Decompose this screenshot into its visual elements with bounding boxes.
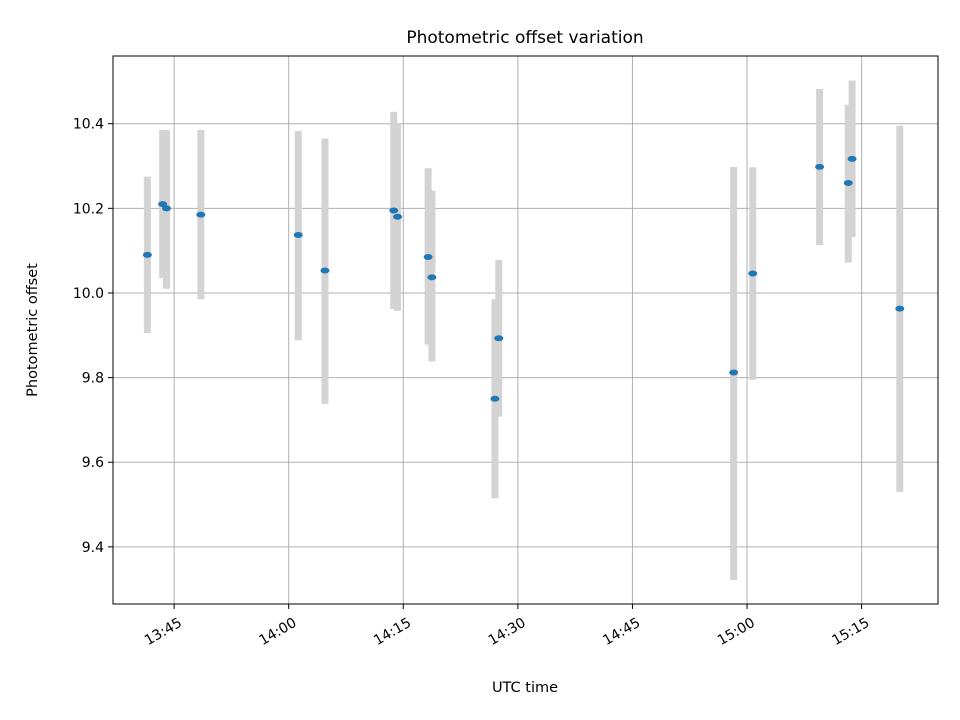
data-point (389, 207, 399, 214)
grid-lines (113, 56, 938, 604)
data-point (748, 270, 758, 277)
data-point (427, 274, 437, 281)
data-point (293, 231, 303, 238)
error-bars (143, 80, 904, 580)
y-tick-label: 9.4 (82, 540, 104, 556)
data-point (729, 369, 739, 376)
data-point (196, 211, 206, 218)
x-tick-label: 15:00 (715, 615, 758, 649)
x-tick-label: 15:15 (829, 615, 872, 649)
plot-frame (112, 55, 939, 605)
data-point (895, 305, 905, 312)
data-point (142, 251, 152, 258)
y-tick-label: 9.6 (82, 455, 104, 471)
data-point (490, 395, 500, 402)
x-axis-ticks: 13:45 14:00 14:15 14:30 14:45 15:00 15:15 (142, 604, 872, 649)
y-tick-label: 10.4 (73, 117, 104, 133)
x-tick-label: 13:45 (142, 615, 185, 649)
x-tick-label: 14:45 (600, 615, 643, 649)
y-tick-label: 9.8 (82, 371, 104, 387)
y-tick-label: 10.0 (73, 286, 104, 302)
data-point (843, 179, 853, 186)
data-point (393, 213, 403, 220)
x-tick-label: 14:30 (486, 615, 529, 649)
data-point (161, 205, 171, 212)
data-point (815, 163, 825, 170)
data-point (847, 155, 857, 162)
data-points (142, 155, 905, 402)
y-axis-label: Photometric offset (25, 263, 41, 397)
y-tick-label: 10.2 (73, 201, 104, 217)
chart-title: Photometric offset variation (406, 28, 643, 48)
x-tick-label: 14:00 (257, 615, 300, 649)
x-tick-label: 14:15 (371, 615, 414, 649)
x-axis-label: UTC time (492, 680, 558, 696)
data-point (494, 335, 504, 342)
data-point (423, 254, 433, 261)
y-axis-ticks: 9.4 9.6 9.8 10.0 10.2 10.4 (73, 117, 113, 556)
data-point (320, 267, 330, 274)
